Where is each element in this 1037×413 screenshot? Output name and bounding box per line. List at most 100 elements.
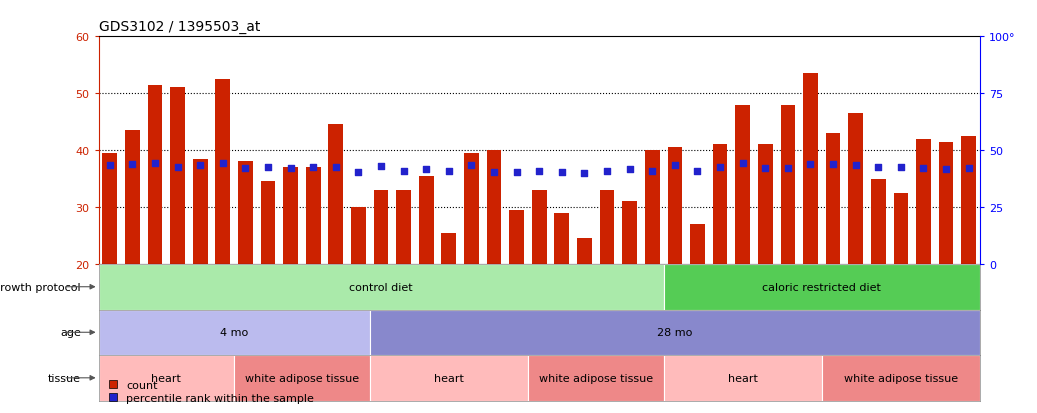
Text: 4 mo: 4 mo (220, 328, 248, 337)
Bar (848, 114, 863, 264)
Bar (125, 131, 140, 264)
Point (102, 162, 118, 169)
Point (146, 160, 163, 166)
Point (780, 166, 796, 172)
Point (577, 170, 593, 177)
Bar (555, 213, 569, 264)
Bar (509, 210, 524, 264)
Point (960, 166, 977, 172)
Bar (216, 80, 230, 264)
Point (644, 168, 661, 174)
Text: white adipose tissue: white adipose tissue (538, 373, 653, 383)
Text: growth protocol: growth protocol (0, 282, 81, 292)
Bar (234, 355, 370, 401)
Bar (961, 137, 976, 264)
Text: white adipose tissue: white adipose tissue (245, 373, 359, 383)
Bar (664, 264, 980, 310)
Text: heart: heart (728, 373, 758, 383)
Point (803, 161, 819, 168)
Bar (578, 239, 592, 264)
Point (711, 164, 728, 171)
Point (328, 164, 344, 171)
Legend: count, percentile rank within the sample: count, percentile rank within the sample (104, 375, 318, 408)
Bar (396, 190, 411, 264)
Point (598, 168, 615, 174)
Point (124, 161, 141, 168)
Bar (239, 162, 253, 264)
Bar (690, 225, 705, 264)
Text: heart: heart (433, 373, 464, 383)
Point (485, 169, 502, 176)
Bar (306, 168, 320, 264)
Point (282, 166, 299, 172)
Bar (532, 190, 546, 264)
Point (418, 167, 435, 173)
Bar (781, 105, 795, 264)
Bar (668, 148, 682, 264)
Bar (373, 190, 389, 264)
Point (215, 160, 231, 166)
Bar (894, 193, 908, 264)
Bar (938, 142, 953, 264)
Text: white adipose tissue: white adipose tissue (844, 373, 958, 383)
Bar (99, 310, 370, 355)
Bar (758, 145, 773, 264)
Point (937, 167, 954, 173)
Text: tissue: tissue (48, 373, 81, 383)
Text: caloric restricted diet: caloric restricted diet (762, 282, 881, 292)
Bar (103, 154, 117, 264)
Point (870, 164, 887, 171)
Text: heart: heart (151, 373, 181, 383)
Point (757, 166, 774, 172)
Bar (735, 105, 750, 264)
Bar (821, 355, 980, 401)
Point (847, 162, 864, 169)
Bar (260, 182, 276, 264)
Point (192, 162, 208, 169)
Bar (803, 74, 818, 264)
Point (169, 164, 186, 171)
Bar (370, 355, 528, 401)
Bar (147, 85, 163, 264)
Bar (916, 140, 931, 264)
Bar (283, 168, 298, 264)
Bar (370, 310, 980, 355)
Bar (622, 202, 637, 264)
Bar (193, 159, 207, 264)
Point (667, 162, 683, 169)
Bar (170, 88, 185, 264)
Point (237, 166, 254, 172)
Point (305, 164, 321, 171)
Bar (99, 355, 234, 401)
Bar (486, 151, 501, 264)
Point (554, 169, 570, 176)
Bar (419, 176, 433, 264)
Point (441, 168, 457, 174)
Bar (352, 207, 366, 264)
Point (893, 164, 909, 171)
Text: GDS3102 / 1395503_at: GDS3102 / 1395503_at (99, 20, 260, 34)
Point (395, 168, 412, 174)
Bar (664, 355, 821, 401)
Bar (599, 190, 614, 264)
Bar (712, 145, 727, 264)
Text: 28 mo: 28 mo (657, 328, 693, 337)
Point (351, 169, 367, 176)
Point (464, 162, 480, 169)
Point (690, 168, 706, 174)
Bar (442, 233, 456, 264)
Point (824, 161, 841, 168)
Bar (99, 264, 664, 310)
Bar (528, 355, 664, 401)
Point (259, 164, 276, 171)
Bar (329, 125, 343, 264)
Point (531, 168, 548, 174)
Point (372, 163, 389, 170)
Point (916, 166, 932, 172)
Point (508, 169, 525, 176)
Text: control diet: control diet (349, 282, 413, 292)
Point (621, 167, 638, 173)
Text: age: age (60, 328, 81, 337)
Bar (645, 151, 660, 264)
Bar (871, 179, 886, 264)
